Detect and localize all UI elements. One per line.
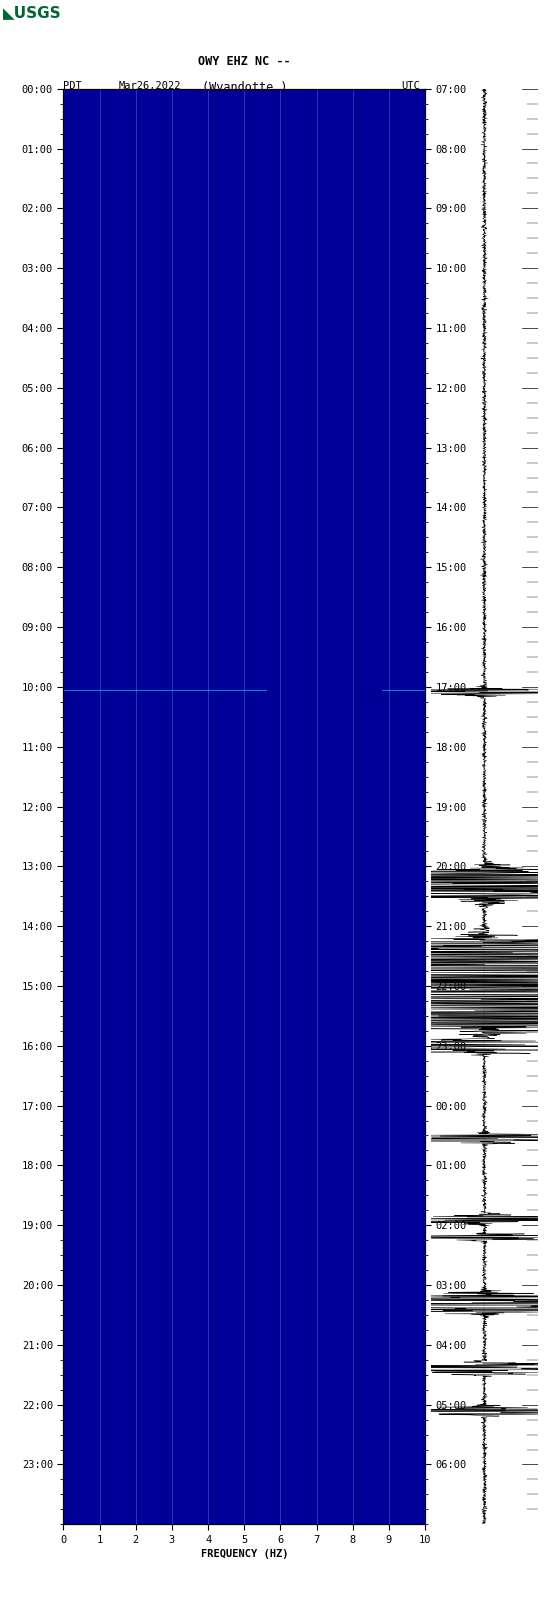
Text: PDT: PDT	[63, 81, 82, 90]
Text: (Wyandotte ): (Wyandotte )	[201, 81, 287, 94]
Text: Mar26,2022: Mar26,2022	[119, 81, 181, 90]
Text: UTC: UTC	[401, 81, 420, 90]
Text: ◣USGS: ◣USGS	[3, 5, 61, 19]
Text: OWY EHZ NC --: OWY EHZ NC --	[198, 55, 290, 68]
X-axis label: FREQUENCY (HZ): FREQUENCY (HZ)	[200, 1548, 288, 1558]
